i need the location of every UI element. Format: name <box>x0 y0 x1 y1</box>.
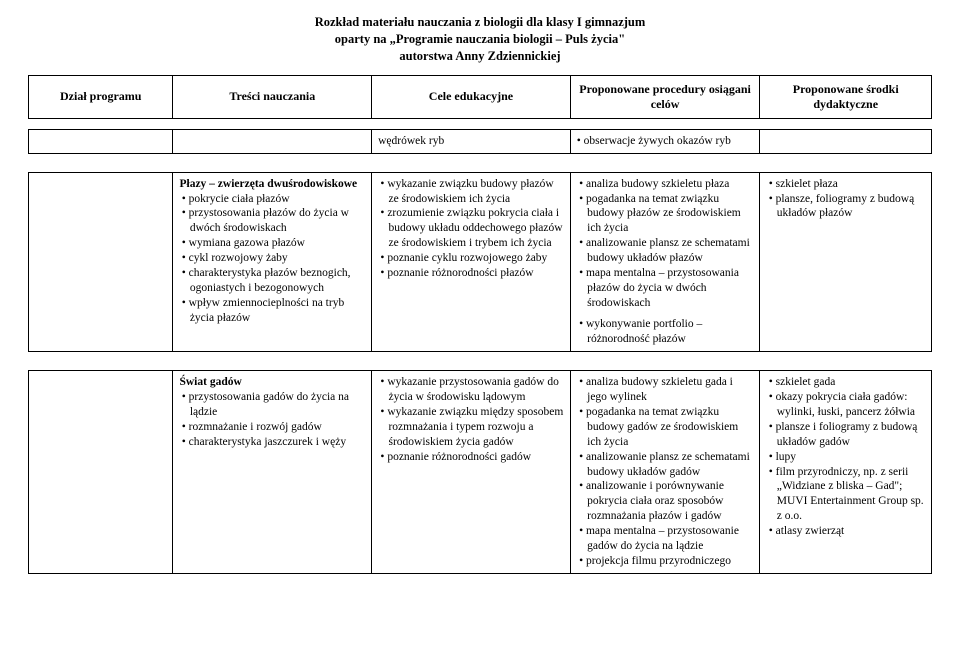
c4-list: analiza budowy szkieletu płaza pogadanka… <box>577 177 754 311</box>
list-item: analiza budowy szkieletu gada i jego wyl… <box>577 375 754 405</box>
mini-row: wędrówek ryb • obserwacje żywych okazów … <box>29 129 932 153</box>
c2-list: pokrycie ciała płazów przystosowania pła… <box>179 192 365 326</box>
list-item: analiza budowy szkieletu płaza <box>577 177 754 192</box>
list-item: analizowanie plansz ze schematami budowy… <box>577 450 754 480</box>
cell-c3: wykazanie związku budowy płazów ze środo… <box>372 172 571 351</box>
mini-c1 <box>29 129 173 153</box>
list-item: atlasy zwierząt <box>766 524 925 539</box>
header-c3: Cele edukacyjne <box>372 75 571 118</box>
list-item: szkielet płaza <box>766 177 925 192</box>
mini-c3: wędrówek ryb <box>372 129 571 153</box>
list-item: plansze i foliogramy z budową układów ga… <box>766 420 925 450</box>
list-item: okazy pokrycia ciała gadów: wylinki, łus… <box>766 390 925 420</box>
header-c2: Treści nauczania <box>173 75 372 118</box>
c4-extra-list: wykonywanie portfolio – różnorodność pła… <box>577 317 754 347</box>
list-item: pogadanka na temat związku budowy płazów… <box>577 192 754 237</box>
list-item: wpływ zmiennocieplności na tryb życia pł… <box>179 296 365 326</box>
list-item: pokrycie ciała płazów <box>179 192 365 207</box>
header-c4: Proponowane procedury osiągani celów <box>570 75 760 118</box>
list-item: szkielet gada <box>766 375 925 390</box>
cell-c2: Płazy – zwierzęta dwuśrodowiskowe pokryc… <box>173 172 372 351</box>
list-item: poznanie różnorodności płazów <box>378 266 564 281</box>
document-title: Rozkład materiału nauczania z biologii d… <box>28 14 932 65</box>
list-item: projekcja filmu przyrodniczego <box>577 554 754 569</box>
list-item: wykazanie związku między sposobem rozmna… <box>378 405 564 450</box>
c3-list: wykazanie związku budowy płazów ze środo… <box>378 177 564 282</box>
header-c1: Dział programu <box>29 75 173 118</box>
topic-title: Płazy – zwierzęta dwuśrodowiskowe <box>179 177 365 192</box>
list-item: rozmnażanie i rozwój gadów <box>179 420 365 435</box>
list-item: pogadanka na temat związku budowy gadów … <box>577 405 754 450</box>
c3-list: wykazanie przystosowania gadów do życia … <box>378 375 564 465</box>
list-item: wymiana gazowa płazów <box>179 236 365 251</box>
title-line-2: oparty na „Programie nauczania biologii … <box>28 31 932 48</box>
gap <box>29 351 932 370</box>
list-item: film przyrodniczy, np. z serii „Widziane… <box>766 465 925 525</box>
cell-c4: analiza budowy szkieletu gada i jego wyl… <box>570 370 760 573</box>
title-line-1: Rozkład materiału nauczania z biologii d… <box>28 14 932 31</box>
list-item: charakterystyka jaszczurek i węży <box>179 435 365 450</box>
cell-c2: Świat gadów przystosowania gadów do życi… <box>173 370 372 573</box>
cell-c1 <box>29 370 173 573</box>
list-item: cykl rozwojowy żaby <box>179 251 365 266</box>
list-item: mapa mentalna – przystosowanie gadów do … <box>577 524 754 554</box>
table-row: Świat gadów przystosowania gadów do życi… <box>29 370 932 573</box>
mini-c4: • obserwacje żywych okazów ryb <box>570 129 760 153</box>
list-item: plansze, foliogramy z budową układów pła… <box>766 192 925 222</box>
list-item: poznanie cyklu rozwojowego żaby <box>378 251 564 266</box>
cell-c4: analiza budowy szkieletu płaza pogadanka… <box>570 172 760 351</box>
c5-list: szkielet płaza plansze, foliogramy z bud… <box>766 177 925 222</box>
list-item: charakterystyka płazów beznogich, ogonia… <box>179 266 365 296</box>
page: Rozkład materiału nauczania z biologii d… <box>0 0 960 652</box>
list-item: analizowanie plansz ze schematami budowy… <box>577 236 754 266</box>
cell-c3: wykazanie przystosowania gadów do życia … <box>372 370 571 573</box>
content-table: wędrówek ryb • obserwacje żywych okazów … <box>28 129 932 574</box>
list-item: przystosowania gadów do życia na lądzie <box>179 390 365 420</box>
c5-list: szkielet gada okazy pokrycia ciała gadów… <box>766 375 925 539</box>
mini-c5 <box>760 129 932 153</box>
header-c5: Proponowane środki dydaktyczne <box>760 75 932 118</box>
list-item: wykazanie związku budowy płazów ze środo… <box>378 177 564 207</box>
list-item: zrozumienie związku pokrycia ciała i bud… <box>378 206 564 251</box>
cell-c5: szkielet gada okazy pokrycia ciała gadów… <box>760 370 932 573</box>
cell-c5: szkielet płaza plansze, foliogramy z bud… <box>760 172 932 351</box>
list-item: mapa mentalna – przystosowania płazów do… <box>577 266 754 311</box>
header-table: Dział programu Treści nauczania Cele edu… <box>28 75 932 119</box>
c2-list: przystosowania gadów do życia na lądzie … <box>179 390 365 450</box>
list-item: przystosowania płazów do życia w dwóch ś… <box>179 206 365 236</box>
cell-c1 <box>29 172 173 351</box>
spacer <box>28 119 932 129</box>
gap <box>29 153 932 172</box>
header-row: Dział programu Treści nauczania Cele edu… <box>29 75 932 118</box>
topic-title: Świat gadów <box>179 375 365 390</box>
list-item: poznanie różnorodności gadów <box>378 450 564 465</box>
list-item: lupy <box>766 450 925 465</box>
list-item: analizowanie i porównywanie pokrycia cia… <box>577 479 754 524</box>
c4-list: analiza budowy szkieletu gada i jego wyl… <box>577 375 754 569</box>
list-item: wykazanie przystosowania gadów do życia … <box>378 375 564 405</box>
table-row: Płazy – zwierzęta dwuśrodowiskowe pokryc… <box>29 172 932 351</box>
title-line-3: autorstwa Anny Zdziennickiej <box>28 48 932 65</box>
list-item: wykonywanie portfolio – różnorodność pła… <box>577 317 754 347</box>
mini-c2 <box>173 129 372 153</box>
